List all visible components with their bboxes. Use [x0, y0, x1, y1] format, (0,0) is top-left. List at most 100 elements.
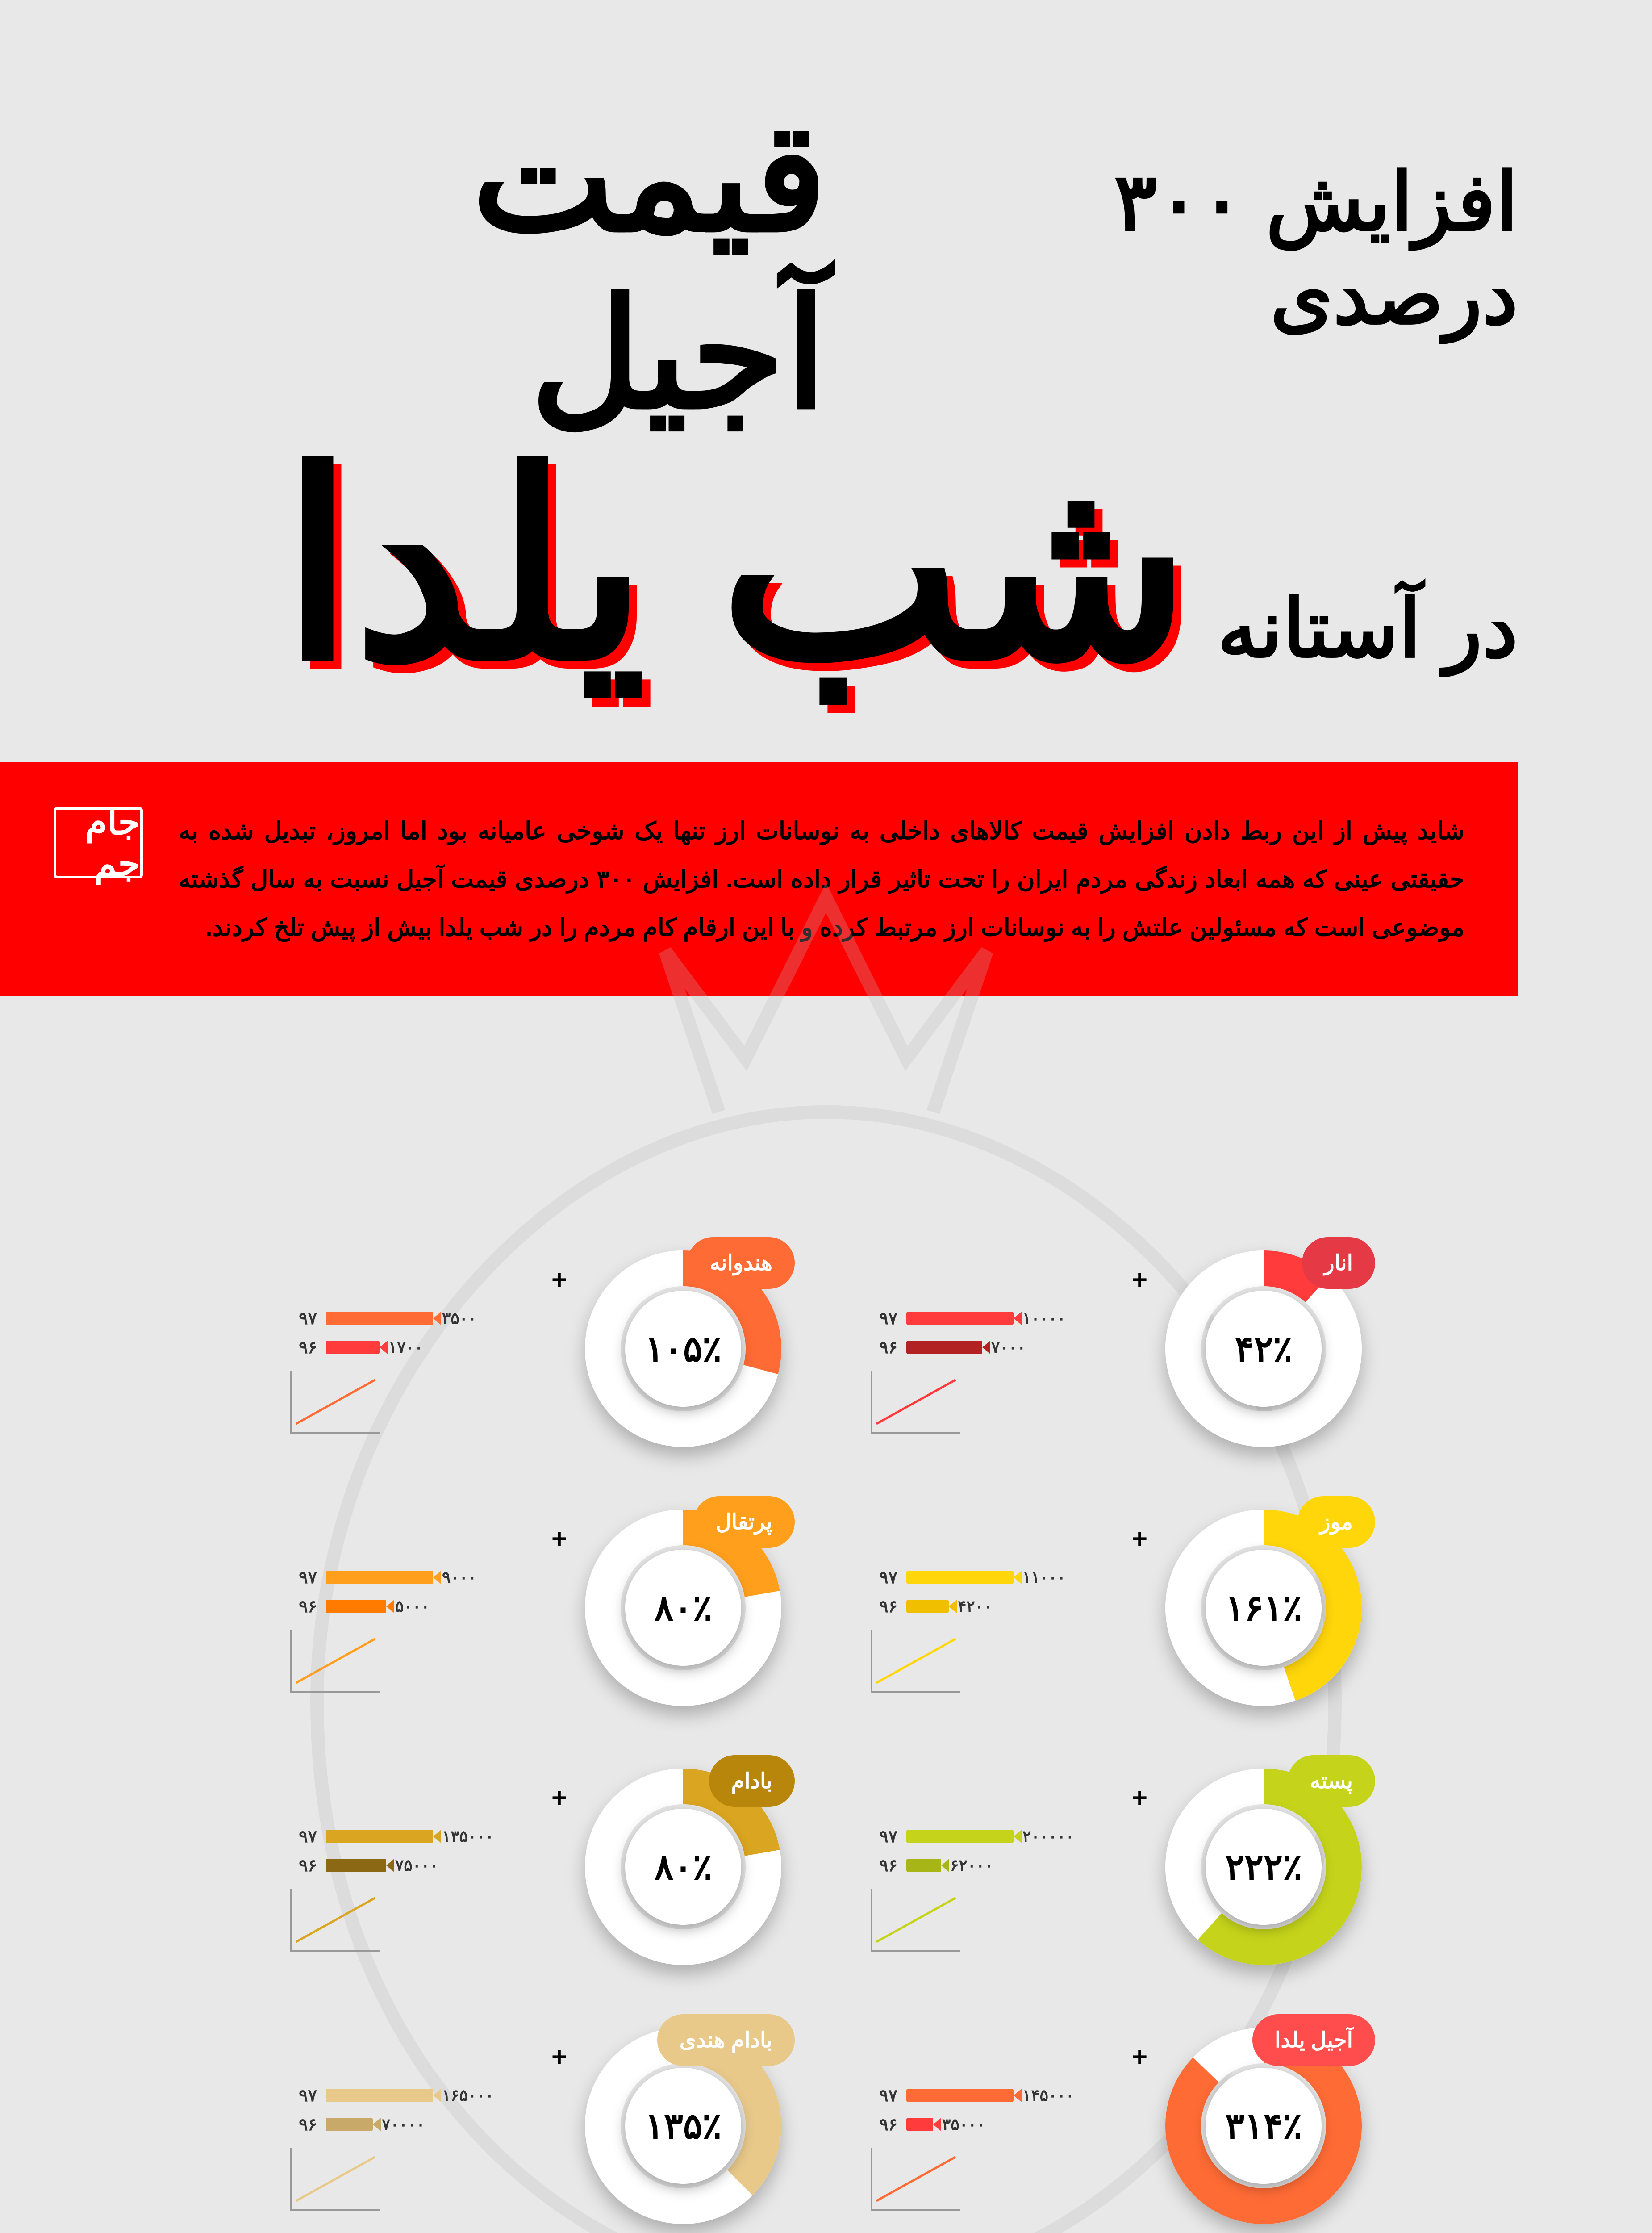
- source-logo: جام جم: [54, 807, 143, 878]
- percent-value: ۸۰٪: [625, 1809, 741, 1925]
- percent-value: ۱۳۵٪: [625, 2068, 741, 2184]
- year-label: ۹۷: [290, 1309, 317, 1329]
- price-96: ۷۵۰۰۰: [395, 1856, 438, 1875]
- bar-row-96: ۹۶ ۴۲۰۰: [871, 1597, 1147, 1617]
- chart-item: ۸۰٪ بادام + ۹۷ ۱۳۵۰۰۰ ۹۶ ۷۵۰۰۰: [290, 1769, 781, 1965]
- donut-chart: ۳۱۴٪ آجیل یلدا: [1165, 2028, 1362, 2224]
- donut-chart: ۱۰۵٪ هندوانه: [585, 1250, 781, 1447]
- price-bars: ۹۷ ۱۴۵۰۰۰ ۹۶ ۳۵۰۰۰: [871, 2086, 1147, 2135]
- price-97: ۱۰۰۰۰: [1022, 1309, 1066, 1328]
- price-96: ۶۲۰۰۰: [950, 1856, 993, 1875]
- item-name-badge: آجیل یلدا: [1252, 2014, 1375, 2066]
- chart-item: ۱۰۵٪ هندوانه + ۹۷ ۳۵۰۰ ۹۶ ۱۷۰۰: [290, 1250, 781, 1447]
- price-97: ۱۱۰۰۰: [1022, 1568, 1066, 1587]
- item-name-badge: انار: [1302, 1237, 1376, 1289]
- item-name-badge: پرتقال: [693, 1496, 795, 1548]
- year-label: ۹۶: [290, 1856, 317, 1876]
- header: افزایش ۳۰۰ درصدی قیمت آجیل در آستانه شب …: [0, 0, 1652, 762]
- year-label: ۹۷: [871, 2086, 897, 2106]
- price-bars: ۹۷ ۳۵۰۰ ۹۶ ۱۷۰۰: [290, 1309, 567, 1358]
- title-main-2: شب یلدا: [282, 416, 1191, 718]
- trend-sparkline: [290, 1371, 380, 1434]
- year-label: ۹۶: [871, 1338, 897, 1358]
- price-bars: ۹۷ ۱۰۰۰۰ ۹۶ ۷۰۰۰: [871, 1309, 1147, 1358]
- bar-row-97: ۹۷ ۱۴۵۰۰۰: [871, 2086, 1147, 2106]
- donut-chart: ۴۲٪ انار: [1165, 1250, 1362, 1447]
- bar-row-96: ۹۶ ۳۵۰۰۰: [871, 2115, 1147, 2135]
- trend-sparkline: [871, 1630, 960, 1693]
- year-label: ۹۷: [290, 1827, 317, 1847]
- plus-icon: +: [290, 1264, 567, 1295]
- donut-chart: ۲۲۲٪ پسته: [1165, 1769, 1362, 1965]
- chart-item: ۲۲۲٪ پسته + ۹۷ ۲۰۰۰۰۰ ۹۶ ۶۲۰۰۰: [871, 1769, 1362, 1965]
- trend-sparkline: [290, 2148, 380, 2211]
- plus-icon: +: [871, 1523, 1147, 1554]
- bar-row-96: ۹۶ ۵۰۰۰: [290, 1597, 567, 1617]
- item-name-badge: هندوانه: [687, 1237, 795, 1289]
- plus-icon: +: [871, 1782, 1147, 1813]
- year-label: ۹۶: [871, 1856, 897, 1876]
- chart-item: ۱۳۵٪ بادام هندی + ۹۷ ۱۶۵۰۰۰ ۹۶ ۷۰۰: [290, 2028, 781, 2224]
- trend-sparkline: [871, 1889, 960, 1952]
- price-96: ۱۷۰۰: [388, 1338, 423, 1357]
- price-bars: ۹۷ ۹۰۰۰ ۹۶ ۵۰۰۰: [290, 1568, 567, 1617]
- year-label: ۹۶: [290, 1597, 317, 1617]
- trend-sparkline: [871, 2148, 960, 2211]
- chart-item: ۳۱۴٪ آجیل یلدا + ۹۷ ۱۴۵۰۰۰ ۹۶ ۳۵۰۰: [871, 2028, 1362, 2224]
- charts-grid: ۴۲٪ انار + ۹۷ ۱۰۰۰۰ ۹۶ ۷۰۰۰: [290, 1250, 1362, 2224]
- chart-item: ۱۶۱٪ موز + ۹۷ ۱۱۰۰۰ ۹۶ ۴۲۰۰: [871, 1510, 1362, 1706]
- title-prefix-1: افزایش ۳۰۰ درصدی: [845, 156, 1518, 343]
- title-main-1: قیمت آجیل: [134, 89, 827, 443]
- year-label: ۹۷: [871, 1568, 897, 1588]
- donut-chart: ۸۰٪ بادام: [585, 1769, 781, 1965]
- price-bars: ۹۷ ۱۳۵۰۰۰ ۹۶ ۷۵۰۰۰: [290, 1827, 567, 1876]
- bar-row-97: ۹۷ ۱۱۰۰۰: [871, 1568, 1147, 1588]
- chart-details: + ۹۷ ۹۰۰۰ ۹۶ ۵۰۰۰: [290, 1523, 567, 1693]
- bar-row-97: ۹۷ ۱۳۵۰۰۰: [290, 1827, 567, 1847]
- chart-details: + ۹۷ ۱۳۵۰۰۰ ۹۶ ۷۵۰۰۰: [290, 1782, 567, 1952]
- plus-icon: +: [871, 2041, 1147, 2072]
- item-name-badge: موز: [1297, 1496, 1375, 1548]
- year-label: ۹۷: [290, 2086, 317, 2106]
- donut-chart: ۱۶۱٪ موز: [1165, 1510, 1362, 1706]
- chart-details: + ۹۷ ۳۵۰۰ ۹۶ ۱۷۰۰: [290, 1264, 567, 1434]
- chart-item: ۸۰٪ پرتقال + ۹۷ ۹۰۰۰ ۹۶ ۵۰۰۰: [290, 1510, 781, 1706]
- chart-details: + ۹۷ ۱۱۰۰۰ ۹۶ ۴۲۰۰: [871, 1523, 1147, 1693]
- trend-sparkline: [290, 1630, 380, 1693]
- percent-value: ۳۱۴٪: [1206, 2068, 1322, 2184]
- percent-value: ۴۲٪: [1206, 1291, 1322, 1407]
- bar-row-97: ۹۷ ۹۰۰۰: [290, 1568, 567, 1588]
- price-97: ۱۶۵۰۰۰: [442, 2086, 494, 2105]
- price-bars: ۹۷ ۱۱۰۰۰ ۹۶ ۴۲۰۰: [871, 1568, 1147, 1617]
- chart-details: + ۹۷ ۱۶۵۰۰۰ ۹۶ ۷۰۰۰۰: [290, 2041, 567, 2211]
- title-prefix-2: در آستانه: [1217, 582, 1518, 676]
- price-96: ۳۵۰۰۰: [942, 2115, 985, 2134]
- bar-row-97: ۹۷ ۱۰۰۰۰: [871, 1309, 1147, 1329]
- percent-value: ۱۶۱٪: [1206, 1550, 1322, 1666]
- price-97: ۱۳۵۰۰۰: [442, 1827, 494, 1846]
- bar-row-96: ۹۶ ۷۵۰۰۰: [290, 1856, 567, 1876]
- price-97: ۲۰۰۰۰۰: [1022, 1827, 1074, 1846]
- price-97: ۹۰۰۰: [442, 1568, 476, 1587]
- trend-sparkline: [290, 1889, 380, 1952]
- donut-chart: ۱۳۵٪ بادام هندی: [585, 2028, 781, 2224]
- item-name-badge: بادام: [709, 1755, 795, 1807]
- title-line-1: افزایش ۳۰۰ درصدی قیمت آجیل: [134, 89, 1518, 443]
- chart-item: ۴۲٪ انار + ۹۷ ۱۰۰۰۰ ۹۶ ۷۰۰۰: [871, 1250, 1362, 1447]
- price-96: ۴۲۰۰: [958, 1597, 992, 1616]
- year-label: ۹۶: [871, 1597, 897, 1617]
- year-label: ۹۶: [290, 1338, 317, 1358]
- year-label: ۹۷: [290, 1568, 317, 1588]
- price-97: ۱۴۵۰۰۰: [1022, 2086, 1074, 2105]
- item-name-badge: پسته: [1288, 1755, 1375, 1807]
- bar-row-97: ۹۷ ۱۶۵۰۰۰: [290, 2086, 567, 2106]
- price-bars: ۹۷ ۲۰۰۰۰۰ ۹۶ ۶۲۰۰۰: [871, 1827, 1147, 1876]
- bar-row-97: ۹۷ ۲۰۰۰۰۰: [871, 1827, 1147, 1847]
- percent-value: ۲۲۲٪: [1206, 1809, 1322, 1925]
- bar-row-96: ۹۶ ۱۷۰۰: [290, 1338, 567, 1358]
- page: افزایش ۳۰۰ درصدی قیمت آجیل در آستانه شب …: [0, 0, 1652, 2233]
- year-label: ۹۶: [871, 2115, 897, 2135]
- bar-row-97: ۹۷ ۳۵۰۰: [290, 1309, 567, 1329]
- percent-value: ۸۰٪: [625, 1550, 741, 1666]
- year-label: ۹۷: [871, 1309, 897, 1329]
